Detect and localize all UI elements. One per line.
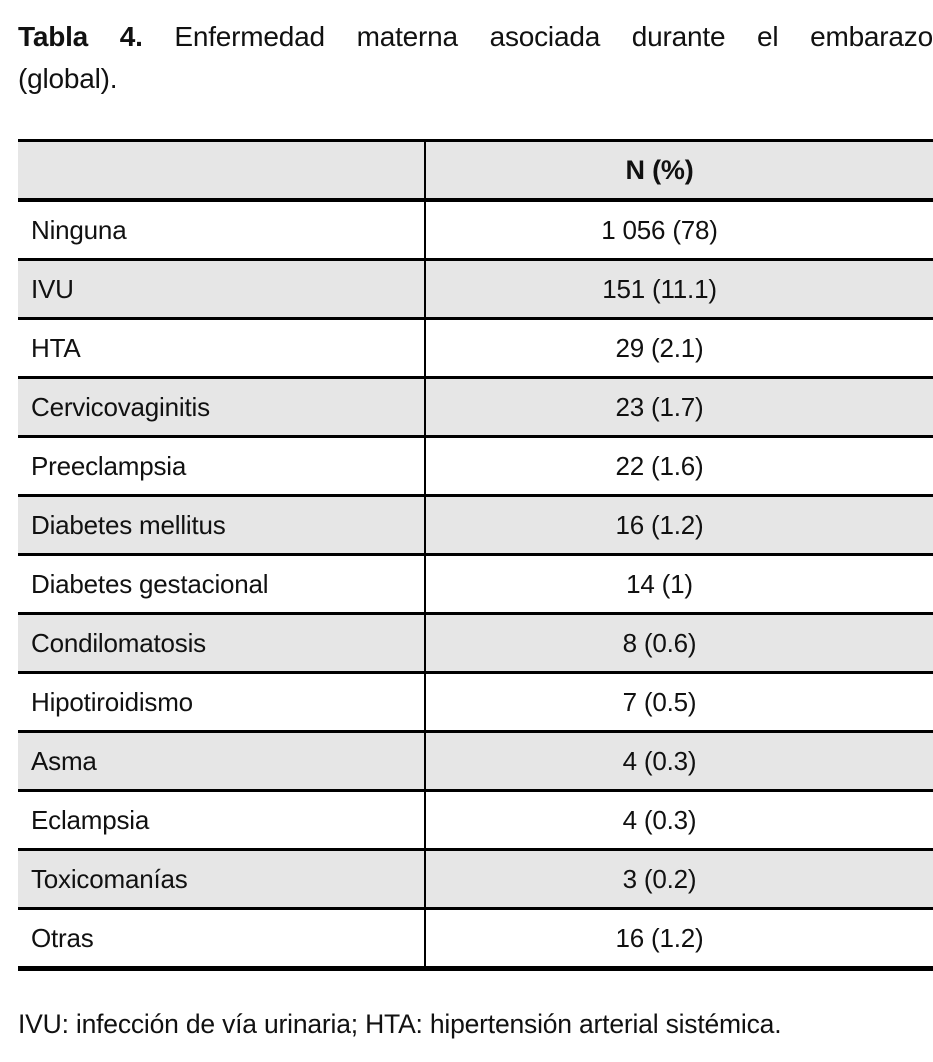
disease-value-cell: 8 (0.6) (622, 627, 697, 658)
disease-name-cell: Asma (18, 731, 426, 791)
disease-name-cell: Diabetes mellitus (18, 495, 426, 555)
table-row: Toxicomanías 3 (0.2) (18, 849, 933, 909)
disease-value-cell: 14 (1) (626, 568, 693, 599)
disease-name-cell: Cervicovaginitis (18, 377, 426, 437)
table-row: HTA 29 (2.1) (18, 318, 933, 378)
table-caption-line1: Tabla 4. Enfermedad materna asociada dur… (18, 16, 933, 58)
disease-value-cell: 4 (0.3) (622, 745, 697, 776)
table-row: Diabetes gestacional 14 (1) (18, 554, 933, 614)
disease-value-cell: 23 (1.7) (615, 391, 704, 422)
table-row: Ninguna 1 056 (78) (18, 200, 933, 260)
disease-value-cell: 22 (1.6) (615, 450, 704, 481)
table-footnote: IVU: infección de vía urinaria; HTA: hip… (18, 1009, 782, 1039)
disease-name-cell: HTA (18, 318, 426, 378)
disease-name-cell: Toxicomanías (18, 849, 426, 909)
disease-table-body: Ninguna 1 056 (78) IVU 151 (11.1) HTA 29 (2.1… (18, 200, 933, 969)
table-row: Otras 16 (1.2) (18, 908, 933, 969)
disease-value-cell: 151 (11.1) (602, 273, 717, 304)
table-caption-line2: (global). (18, 63, 118, 94)
table-row: IVU 151 (11.1) (18, 259, 933, 319)
disease-value-cell: 4 (0.3) (622, 804, 697, 835)
disease-value-cell: 16 (1.2) (615, 922, 704, 953)
disease-table: N (%) Ninguna 1 056 (78) IVU 151 (11.1) HTA 2… (18, 139, 933, 971)
disease-table-head: N (%) (18, 140, 933, 200)
disease-value-cell: 3 (0.2) (622, 863, 697, 894)
disease-name-cell: IVU (18, 259, 426, 319)
disease-name-cell: Ninguna (18, 200, 426, 260)
table-row: Asma 4 (0.3) (18, 731, 933, 791)
table-caption: Tabla 4. Enfermedad materna asociada dur… (18, 16, 933, 100)
header-cell-n-percent: N (%) (625, 154, 694, 185)
disease-name-cell: Hipotiroidismo (18, 672, 426, 732)
table-caption-text: Enfermedad materna asociada durante el e… (174, 21, 933, 52)
disease-name-cell: Diabetes gestacional (18, 554, 426, 614)
table-row: Diabetes mellitus 16 (1.2) (18, 495, 933, 555)
header-row: N (%) (18, 140, 933, 200)
disease-name-cell: Preeclampsia (18, 436, 426, 496)
table-caption-number: Tabla 4. (18, 21, 143, 52)
disease-value-cell: 16 (1.2) (615, 509, 704, 540)
table-row: Cervicovaginitis 23 (1.7) (18, 377, 933, 437)
article-table-figure: Tabla 4. Enfermedad materna asociada dur… (18, 16, 933, 1039)
header-cell-disease (18, 140, 426, 200)
table-row: Hipotiroidismo 7 (0.5) (18, 672, 933, 732)
table-row: Eclampsia 4 (0.3) (18, 790, 933, 850)
table-row: Preeclampsia 22 (1.6) (18, 436, 933, 496)
disease-value-cell: 29 (2.1) (615, 332, 704, 363)
disease-value-cell: 1 056 (78) (601, 214, 718, 245)
disease-value-cell: 7 (0.5) (622, 686, 697, 717)
disease-name-cell: Condilomatosis (18, 613, 426, 673)
disease-name-cell: Otras (18, 908, 426, 969)
disease-name-cell: Eclampsia (18, 790, 426, 850)
table-row: Condilomatosis 8 (0.6) (18, 613, 933, 673)
